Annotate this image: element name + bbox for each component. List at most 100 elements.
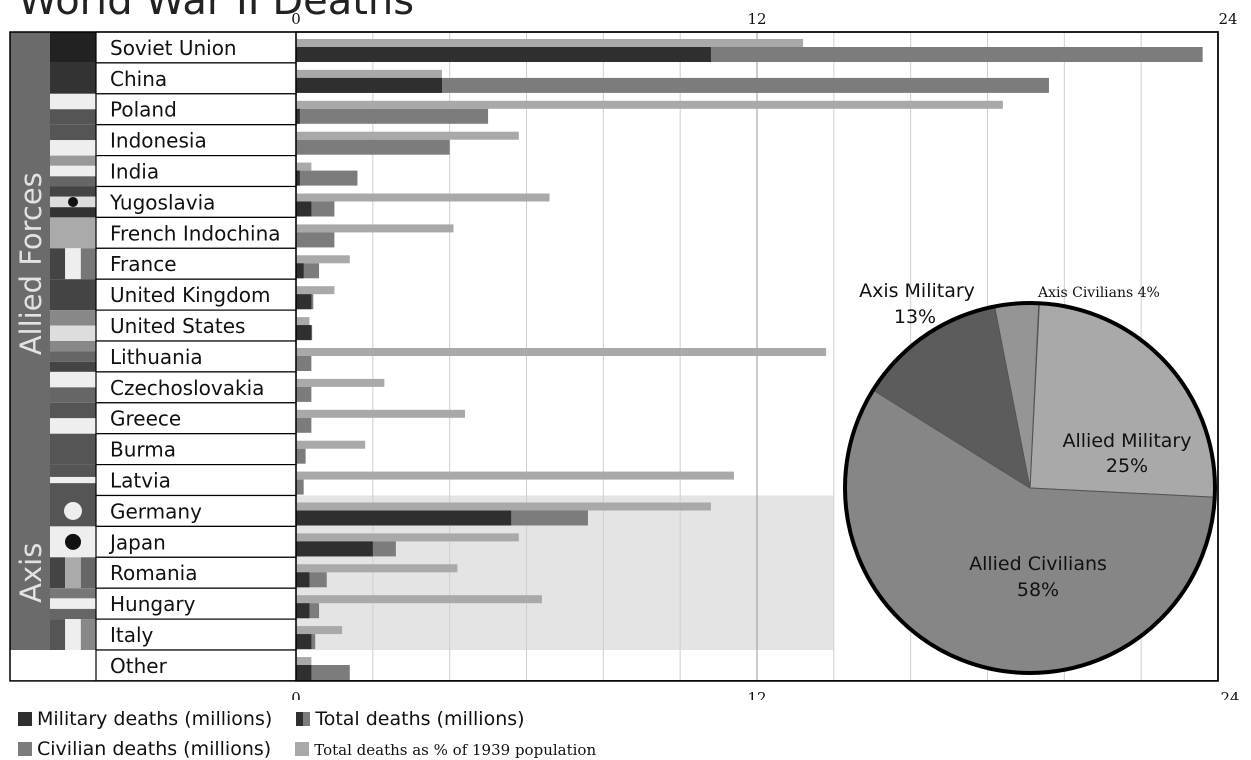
bar-total <box>296 356 312 371</box>
flag-stripe <box>80 619 96 650</box>
flag-stripe <box>50 217 96 249</box>
flag-stripe <box>80 557 96 589</box>
group-label-0: Allied Forces <box>14 172 48 355</box>
flag-stripe <box>50 62 96 94</box>
bar-percent <box>296 440 366 449</box>
legend-civilian-label: Civilian deaths (millions) <box>37 738 272 760</box>
category-cell <box>95 433 297 466</box>
bar-total <box>296 139 450 155</box>
category-label-4: India <box>110 160 159 184</box>
flag-stripe <box>50 248 66 280</box>
united-states-flag-icon <box>50 310 96 341</box>
latvia-flag-icon <box>50 464 96 496</box>
france-flag-icon <box>50 248 96 280</box>
flag-stripe <box>50 402 96 419</box>
category-label-18: Hungary <box>110 592 196 616</box>
poland-flag-icon <box>50 93 96 125</box>
flag-stripe <box>50 371 96 388</box>
category-label-16: Japan <box>108 530 166 554</box>
bar-percent <box>296 533 519 542</box>
bar-military <box>296 77 442 93</box>
bar-military <box>296 541 373 557</box>
legend-row-1: Military deaths (millions) Total deaths … <box>18 708 543 730</box>
bar-total <box>296 479 304 495</box>
category-label-14: Latvia <box>110 469 171 493</box>
legend-percent-swatch <box>295 742 310 756</box>
x-tick-bottom: 0 <box>291 689 301 700</box>
flag-stripe <box>50 207 96 218</box>
group-label-1: Axis <box>14 543 48 603</box>
flag-stripe <box>50 608 96 620</box>
bar-percent <box>296 471 734 480</box>
category-label-13: Burma <box>110 438 176 462</box>
legend-percent-label: Total deaths as % of 1939 population <box>314 741 597 759</box>
flag-stripe <box>50 165 96 177</box>
bar-percent <box>296 595 542 604</box>
category-label-1: China <box>110 67 167 91</box>
legend-military-label: Military deaths (millions) <box>37 708 273 730</box>
bar-total <box>296 386 312 402</box>
flag-stripe <box>50 279 96 311</box>
japan-flag-icon <box>50 526 96 558</box>
x-tick-bottom: 24 <box>1220 689 1239 700</box>
italy-flag-icon <box>50 619 96 650</box>
category-label-19: Italy <box>110 623 154 647</box>
flag-stripe <box>50 598 96 609</box>
bar-percent <box>296 502 711 511</box>
bar-percent <box>296 224 454 233</box>
category-label-6: French Indochina <box>110 221 281 245</box>
lithuania-flag-icon <box>50 341 96 372</box>
flag-stripe <box>50 619 66 650</box>
pie-label-axis-military: Axis Military <box>859 280 975 302</box>
french-indochina-flag-icon <box>50 217 96 249</box>
bar-percent <box>296 286 335 295</box>
flag-stripe <box>50 325 96 341</box>
flag-stripe <box>50 418 96 434</box>
pie-label-allied-military: Allied Military <box>1062 430 1191 452</box>
indonesia-flag-icon <box>50 124 96 156</box>
flag-stripe <box>50 186 96 197</box>
legend-total: Total deaths (millions) <box>296 708 525 730</box>
bar-percent <box>296 409 466 418</box>
category-cell <box>95 93 297 126</box>
bar-percent <box>296 131 519 140</box>
flag-stripe <box>50 176 96 187</box>
outer-frame <box>9 31 1219 682</box>
category-cell <box>95 185 297 218</box>
category-label-9: United States <box>110 314 245 338</box>
bar-military <box>296 665 312 680</box>
category-cell <box>95 155 297 188</box>
legend-percent: Total deaths as % of 1939 population <box>295 741 596 759</box>
category-label-20: Other <box>110 654 168 678</box>
category-cell <box>95 556 297 589</box>
group-band-1 <box>10 495 50 650</box>
category-cell <box>95 216 297 249</box>
x-tick-top: 24 <box>1218 10 1237 28</box>
pie-pct-allied-military: 25% <box>1106 455 1148 477</box>
bar-military <box>296 603 310 619</box>
flag-stripe <box>50 341 96 352</box>
flag-stripe <box>65 619 81 650</box>
soviet-union-flag-icon <box>50 32 96 63</box>
flag-stripe <box>50 310 96 326</box>
flag-stripe <box>50 588 96 599</box>
bar-percent <box>296 162 312 171</box>
bar-percent <box>296 317 310 326</box>
hungary-flag-icon <box>50 588 96 620</box>
czechoslovakia-flag-icon <box>50 371 96 403</box>
yugoslavia-flag-icon <box>50 186 96 218</box>
india-flag-icon <box>50 155 96 187</box>
flag-stripe <box>50 140 96 156</box>
flag-stripe <box>50 387 96 403</box>
flag-stripe <box>50 483 96 496</box>
bar-military <box>296 263 304 279</box>
x-tick-top: 0 <box>291 10 301 28</box>
bar-military <box>296 201 312 217</box>
legend-civilian-swatch <box>18 742 32 756</box>
bar-percent <box>296 69 442 78</box>
bar-percent <box>296 626 343 635</box>
legend-total-label: Total deaths (millions) <box>315 708 525 730</box>
x-tick-bottom: 12 <box>747 689 766 700</box>
chart-title: World War II Deaths <box>18 0 415 24</box>
pie-pct-allied-civilians: 58% <box>1017 579 1059 601</box>
